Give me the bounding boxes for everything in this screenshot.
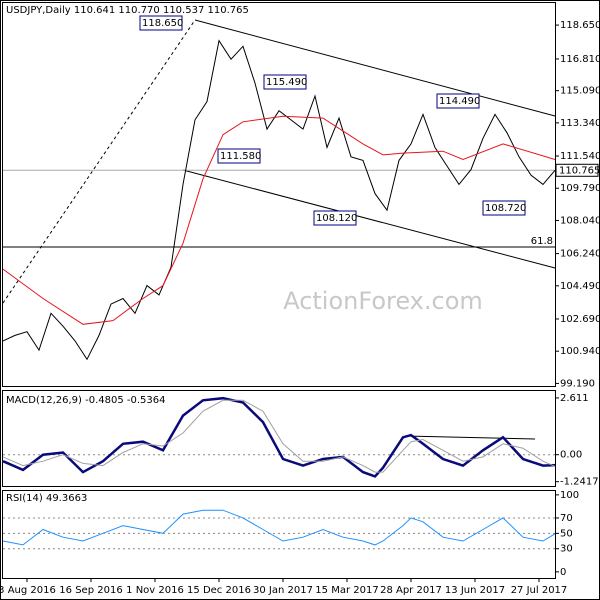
y-tick-label: 104.490	[560, 281, 600, 292]
y-tick-label: 100.940	[560, 346, 600, 357]
y-tick-label: 0	[560, 567, 566, 578]
dashed-trendline	[2, 19, 196, 304]
series-line	[2, 509, 556, 546]
annotation: 108.120	[316, 213, 357, 224]
series-line	[2, 39, 556, 361]
y-tick-label: 70	[560, 513, 573, 524]
series-line	[2, 399, 556, 473]
annotation-box	[263, 74, 307, 90]
fib-label: 61.8	[531, 236, 553, 247]
y-tick-label: 111.540	[560, 151, 600, 162]
channel-bottom	[182, 169, 556, 269]
y-tick-label: 115.090	[560, 86, 600, 97]
price-panel	[2, 2, 556, 387]
rsi-panel	[2, 490, 556, 579]
watermark: ActionForex.com	[283, 287, 483, 315]
y-tick-label: 106.240	[560, 249, 600, 260]
channel-top	[194, 19, 556, 117]
annotation-box	[139, 15, 183, 31]
y-tick-label: 118.650	[560, 20, 600, 31]
price-tag-label: 110.765	[559, 165, 600, 176]
y-tick-label: 50	[560, 528, 573, 539]
annotation: 111.580	[220, 151, 261, 162]
x-tick-label: 28 Apr 2017	[380, 585, 442, 596]
series-line	[2, 396, 556, 478]
y-tick-label: 109.790	[560, 183, 600, 194]
annotation-box	[482, 200, 526, 216]
y-tick-label: 113.340	[560, 118, 600, 129]
annotation-box	[436, 93, 480, 109]
y-tick-label: 0.00	[560, 450, 582, 461]
x-tick-label: 3 Aug 2016	[0, 585, 56, 596]
x-tick-label: 16 Sep 2016	[59, 585, 122, 596]
price-tag	[555, 163, 599, 177]
y-tick-label: -1.2417	[560, 477, 599, 488]
y-tick-label: 30	[560, 544, 573, 555]
x-tick-label: 15 Dec 2016	[187, 585, 251, 596]
x-tick-label: 30 Jan 2017	[253, 585, 313, 596]
chart-title: MACD(12,26,9) -0.4805 -0.5364	[6, 395, 166, 406]
annotation: 115.490	[266, 77, 307, 88]
annotation: 118.650	[142, 18, 183, 29]
x-tick-label: 1 Nov 2016	[126, 585, 184, 596]
y-tick-label: 116.810	[560, 54, 600, 65]
y-tick-label: 108.040	[560, 215, 600, 226]
macd-trendline	[404, 435, 536, 440]
x-tick-label: 15 Mar 2017	[315, 585, 378, 596]
annotation-box	[217, 148, 261, 164]
y-tick-label: 102.690	[560, 314, 600, 325]
y-tick-label: 99.190	[560, 378, 595, 389]
y-tick-label: 2.611	[560, 393, 589, 404]
chart-title: USDJPY,Daily 110.641 110.770 110.537 110…	[6, 5, 249, 16]
y-tick-label: 100	[560, 490, 579, 501]
annotation: 108.720	[485, 203, 526, 214]
chart-title: RSI(14) 49.3663	[6, 493, 87, 504]
annotation: 114.490	[439, 96, 480, 107]
annotation-box	[313, 210, 357, 226]
x-tick-label: 13 Jun 2017	[445, 585, 505, 596]
series-line	[2, 115, 556, 325]
macd-panel	[2, 390, 556, 487]
x-tick-label: 27 Jul 2017	[511, 585, 568, 596]
